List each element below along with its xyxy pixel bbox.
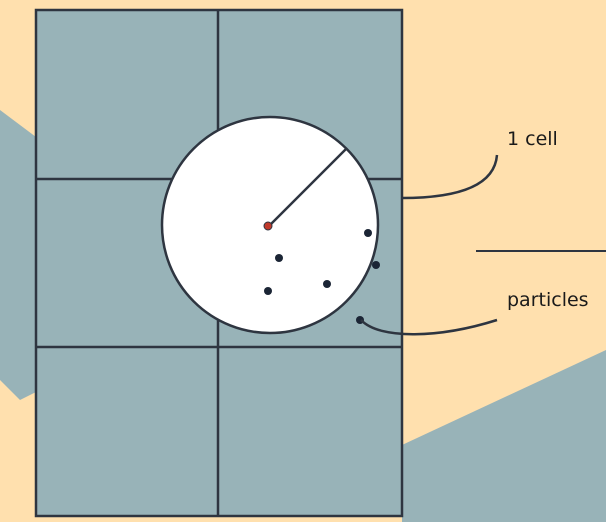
particle: [372, 261, 380, 269]
particle: [323, 280, 331, 288]
cell-label: 1 cell: [507, 128, 558, 150]
particle: [275, 254, 283, 262]
cutoff-radius-line: [269, 147, 348, 226]
cell-callout-line: [401, 154, 499, 200]
center-particle: [263, 221, 273, 231]
particles-callout-line: [360, 318, 498, 336]
backdrop-stripe-right: [402, 350, 606, 522]
backdrop-stripe-left: [0, 230, 40, 400]
particle: [264, 287, 272, 295]
particles-label: particles: [507, 289, 589, 311]
backdrop-stripe-top: [0, 110, 40, 270]
particle: [364, 229, 372, 237]
